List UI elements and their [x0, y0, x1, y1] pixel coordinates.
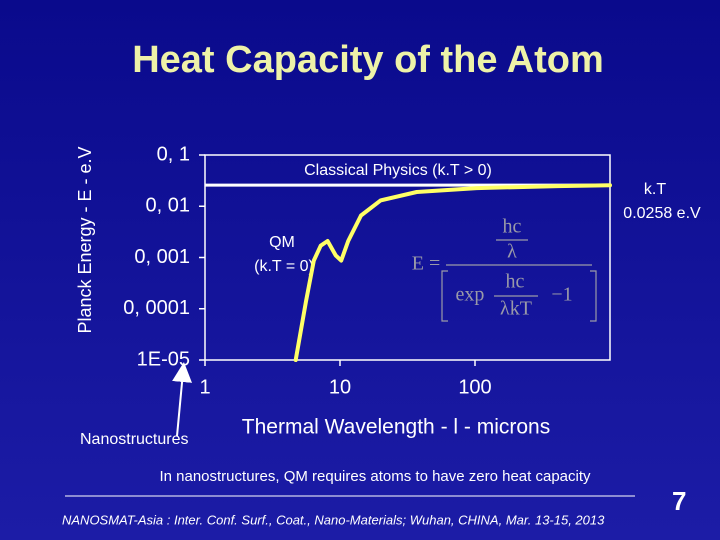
formula-den2: λkT	[500, 298, 532, 320]
formula: E = hc λ exp hc λkT −1	[412, 216, 597, 322]
x-axis-label: Thermal Wavelength - l - microns	[242, 416, 550, 439]
formula-num2: hc	[506, 271, 525, 293]
x-tick-label: 10	[329, 376, 351, 398]
formula-minus: −1	[551, 284, 572, 306]
reference-label: Classical Physics (k.T > 0)	[304, 162, 492, 179]
note: In nanostructures, QM requires atoms to …	[159, 468, 591, 485]
y-tick-label: 0, 1	[157, 143, 190, 165]
formula-exp: exp	[456, 284, 485, 306]
annotation: k.T	[644, 181, 666, 198]
annotation: (k.T = 0)	[254, 258, 314, 275]
annotation: QM	[269, 234, 295, 251]
formula-num: hc	[503, 216, 522, 238]
curve	[293, 183, 612, 362]
x-tick-label: 100	[458, 376, 491, 398]
arrow	[172, 362, 193, 437]
y-tick-label: 0, 0001	[123, 297, 190, 319]
page-number: 7	[672, 486, 686, 516]
annotation: 0.0258 e.V	[623, 205, 701, 222]
formula-den: λ	[507, 241, 517, 263]
title: Heat Capacity of the Atom	[132, 39, 604, 81]
y-axis-label: Planck Energy - E - e.V	[75, 146, 95, 333]
y-tick-label: 0, 01	[146, 195, 190, 217]
brackets	[441, 270, 597, 322]
y-tick-label: 1E-05	[137, 348, 190, 370]
annotation: Nanostructures	[80, 431, 189, 448]
formula-lhs: E =	[412, 253, 441, 275]
conference: NANOSMAT-Asia : Inter. Conf. Surf., Coat…	[62, 512, 605, 527]
y-tick-label: 0, 001	[134, 246, 190, 268]
x-tick-label: 1	[199, 376, 210, 398]
